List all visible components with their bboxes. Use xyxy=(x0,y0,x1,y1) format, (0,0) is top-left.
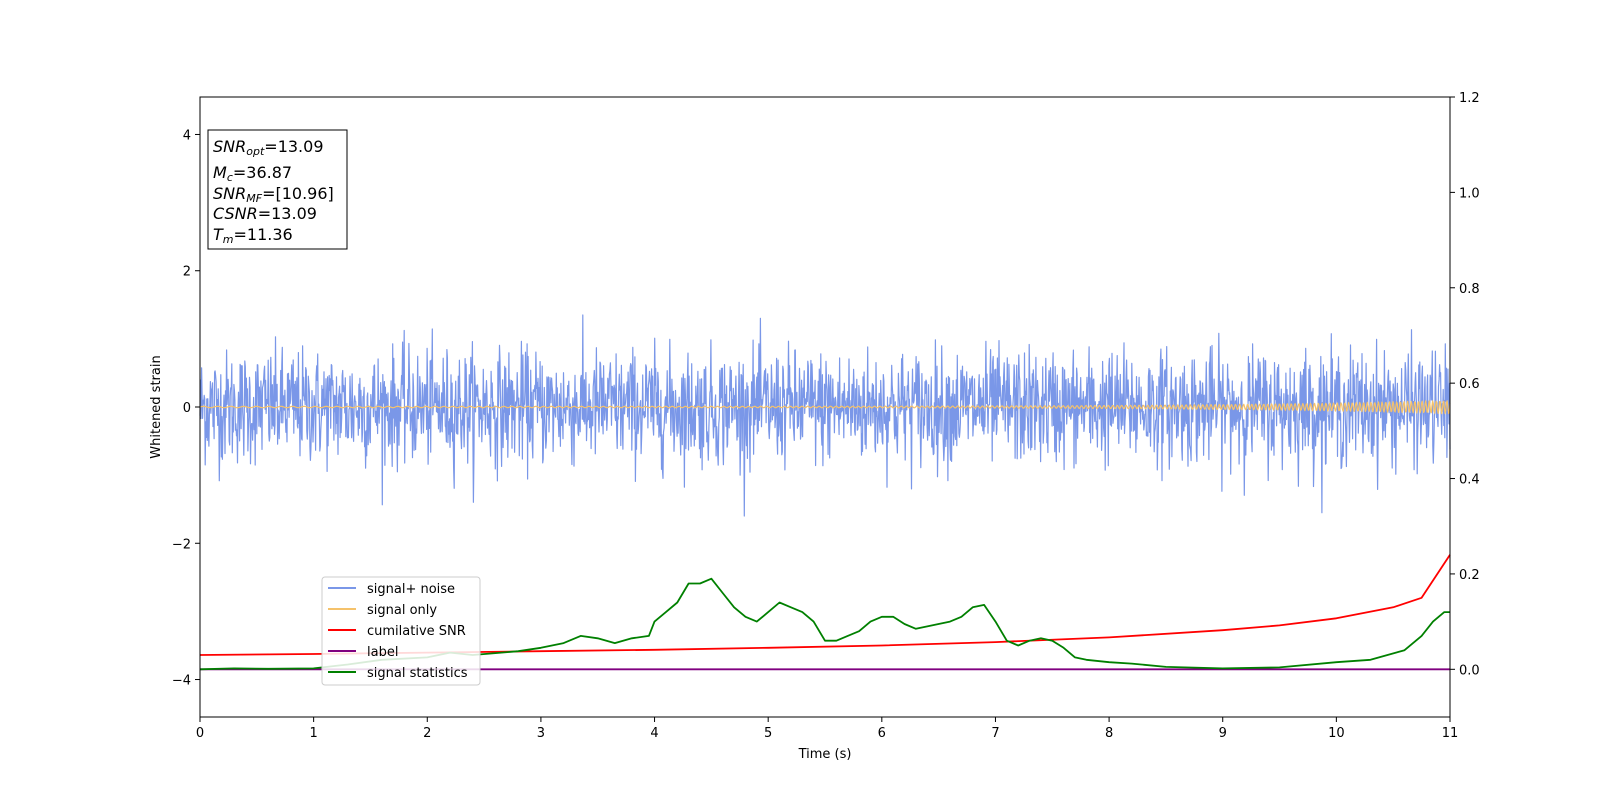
annotation-tm: Tm=11.36 xyxy=(213,225,293,246)
x-tick-label: 7 xyxy=(991,726,999,741)
y-tick-label: 0 xyxy=(183,401,191,416)
legend-frame xyxy=(321,576,481,686)
y2-tick-label: 0.8 xyxy=(1459,282,1480,297)
annotation-csnr: CSNR=13.09 xyxy=(213,204,317,223)
y2-tick-label: 0.0 xyxy=(1459,663,1480,678)
y2-tick-label: 0.6 xyxy=(1459,377,1480,392)
legend-label-signal-statistics: signal statistics xyxy=(367,666,468,681)
annotation-mc: Mc=36.87 xyxy=(213,163,292,184)
x-tick-label: 10 xyxy=(1328,726,1345,741)
legend-label-label: label xyxy=(367,645,398,660)
x-axis-label: Time (s) xyxy=(798,747,852,762)
y-tick-label: 2 xyxy=(183,265,191,280)
x-tick-label: 11 xyxy=(1442,726,1459,741)
y-tick-label: 4 xyxy=(183,128,191,143)
y2-tick-label: 1.0 xyxy=(1459,186,1480,201)
legend-label-cumulative-snr: cumilative SNR xyxy=(367,624,466,639)
x-tick-label: 4 xyxy=(650,726,658,741)
ticks-layer: 0 1 2 3 4 5 6 7 8 9 10 11 −4 −2 0 2 4 0.0 0.2 0.4 0.6 0.8 1.0 1… xyxy=(172,91,1480,741)
series-line-signal-only xyxy=(199,400,1451,415)
x-tick-label: 2 xyxy=(423,726,431,741)
x-tick-label: 0 xyxy=(196,726,204,741)
series-line-signal-noise xyxy=(199,314,1451,517)
series-line-signal-statistics xyxy=(199,577,1450,671)
y-tick-label: −2 xyxy=(172,537,191,552)
legend-label-signal-only: signal only xyxy=(367,603,437,618)
x-tick-label: 5 xyxy=(764,726,772,741)
x-tick-label: 3 xyxy=(537,726,545,741)
y2-tick-label: 0.2 xyxy=(1459,568,1480,583)
annotation-box: SNRopt=13.09 Mc=36.87 SNRMF=[10.96] CSNR… xyxy=(207,129,348,250)
x-tick-label: 8 xyxy=(1105,726,1113,741)
annotation-snr-opt: SNRopt=13.09 xyxy=(213,137,324,158)
y2-tick-label: 1.2 xyxy=(1459,91,1480,106)
legend: signal+ noise signal only cumilative SNR… xyxy=(321,576,481,686)
y2-tick-label: 0.4 xyxy=(1459,473,1480,488)
x-tick-label: 1 xyxy=(309,726,317,741)
y-tick-label: −4 xyxy=(172,674,191,689)
legend-label-signal-noise: signal+ noise xyxy=(367,582,455,597)
x-tick-label: 9 xyxy=(1219,726,1227,741)
annotation-snr-mf: SNRMF=[10.96] xyxy=(213,184,334,205)
x-tick-label: 6 xyxy=(878,726,886,741)
y-axis-label: Whitened strain xyxy=(149,355,164,458)
annotation-frame xyxy=(207,129,348,250)
